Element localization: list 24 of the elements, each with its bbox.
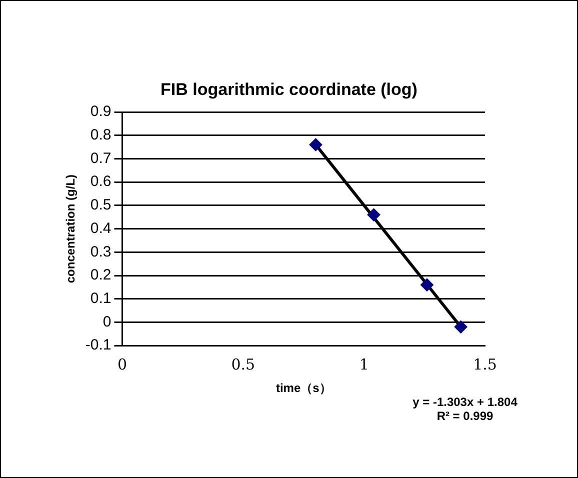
x-tick-label: 0.5 (231, 355, 256, 374)
y-axis-title: concentration (g/L) (64, 174, 78, 284)
x-tick-label: 1.5 (473, 355, 497, 374)
y-tick-label: 0.1 (90, 290, 112, 308)
x-tick-label: 0 (117, 355, 128, 374)
point (367, 208, 380, 222)
y-tick-label: -0.1 (85, 336, 112, 354)
point (309, 138, 322, 152)
text: R² = 0.999 (436, 409, 494, 423)
y-tick-label: 0.3 (90, 243, 112, 260)
x-axis-title: time（s） (276, 381, 332, 396)
y-tick-label: 0.6 (90, 173, 112, 190)
y-tick-label: 0.2 (90, 266, 112, 284)
x-tick-label: 1 (359, 355, 369, 374)
chart-title: FIB logarithmic coordinate (log) (160, 80, 418, 100)
y-tick-label: 0.5 (90, 196, 112, 214)
y-tick-label: 0.8 (90, 126, 112, 144)
y-tick-label: 0.9 (90, 103, 112, 120)
y-tick-label: 0.7 (90, 150, 112, 167)
y-tick-label: 0 (102, 313, 112, 330)
text: y = -1.303x + 1.804 (412, 395, 518, 409)
point (420, 278, 434, 292)
y-tick-label: 0.4 (90, 220, 112, 237)
point (454, 320, 468, 334)
